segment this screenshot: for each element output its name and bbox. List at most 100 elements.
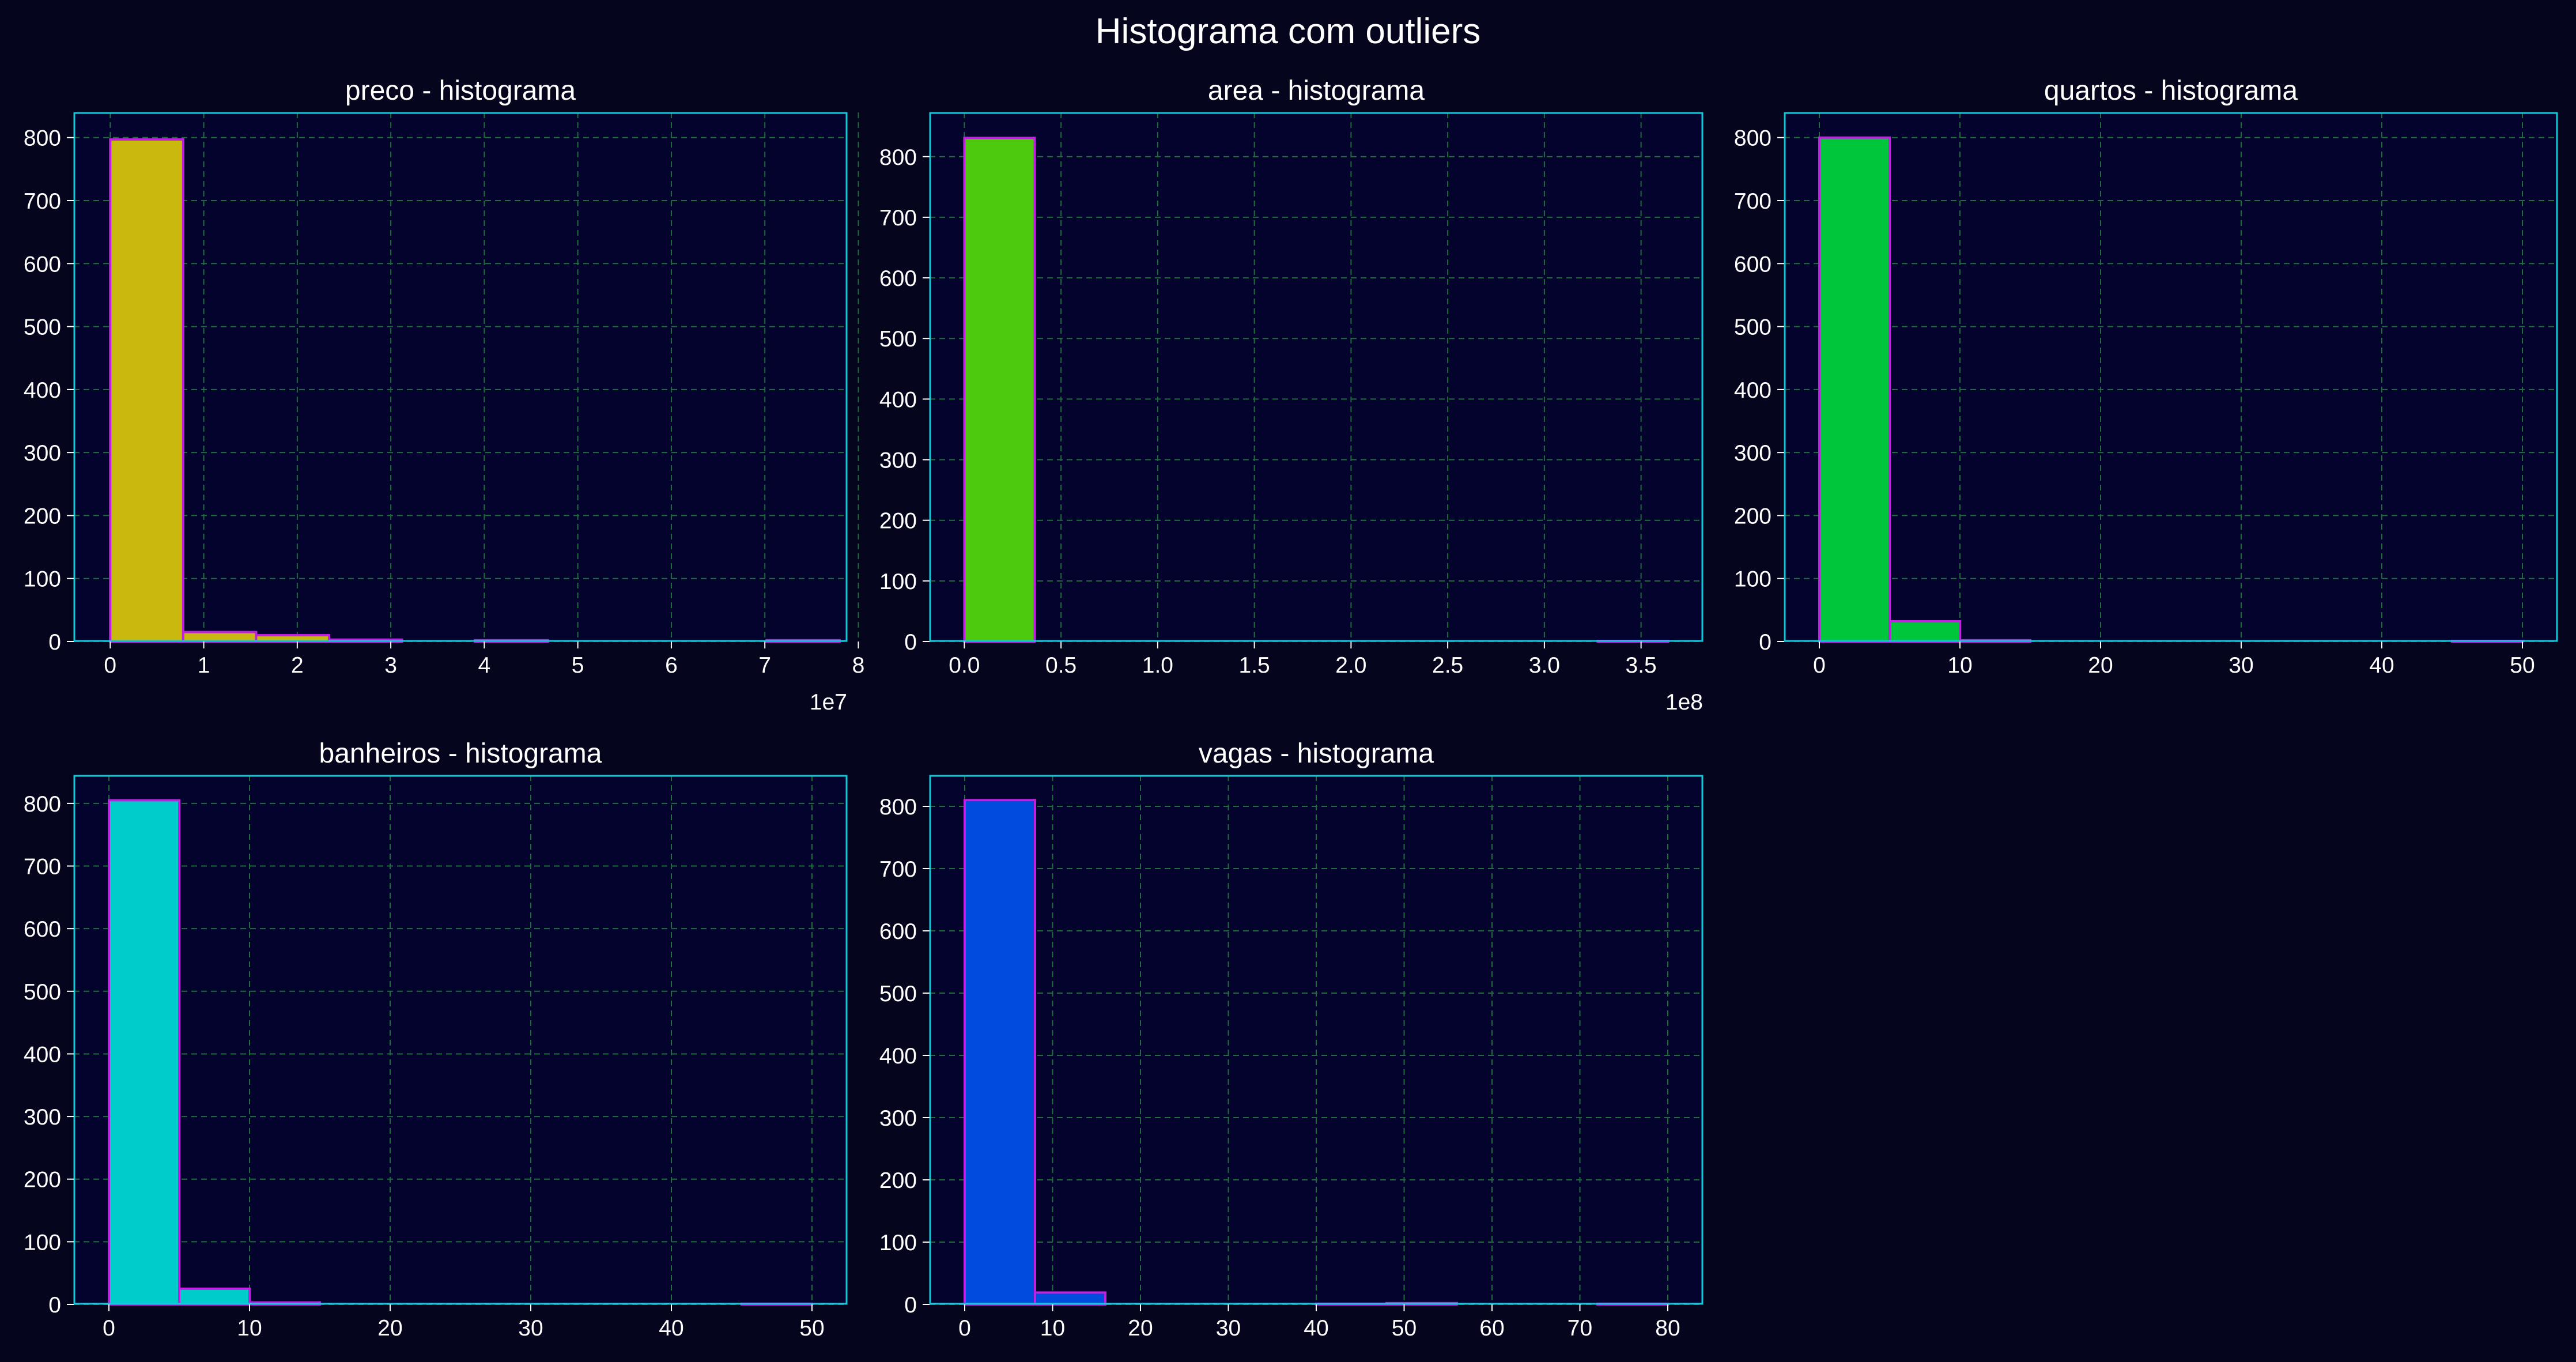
- x-tick-label: 40: [1304, 1316, 1328, 1341]
- histogram-bar: [963, 137, 1036, 643]
- y-axis: 0 100 200 300 400 500 600 700 800: [24, 126, 74, 655]
- x-tick-label: 10: [237, 1316, 262, 1341]
- y-tick-label: 800: [879, 145, 917, 170]
- y-tick-label: 100: [879, 1231, 917, 1255]
- y-tick-label: 100: [24, 567, 61, 592]
- y-tick-label: 300: [879, 1106, 917, 1131]
- x-tick-label: 20: [377, 1316, 402, 1341]
- y-tick-label: 200: [1734, 504, 1772, 529]
- subplot-title: vagas - histograma: [1199, 738, 1434, 769]
- x-tick-label: 10: [1947, 653, 1972, 678]
- subplot-title: quartos - histograma: [2044, 76, 2298, 106]
- bars: [963, 137, 1670, 643]
- x-tick-label: 3: [384, 653, 397, 678]
- x-tick-label: 70: [1567, 1316, 1592, 1341]
- y-tick-label: 100: [879, 569, 917, 594]
- grid: [74, 112, 859, 642]
- x-tick-label: 60: [1479, 1316, 1504, 1341]
- y-tick-label: 400: [1734, 378, 1772, 403]
- y-tick-label: 500: [24, 315, 61, 340]
- x-tick-label: 1: [198, 653, 210, 678]
- y-axis: 0 100 200 300 400 500 600 700 800: [24, 792, 74, 1318]
- x-tick-label: 0: [103, 1316, 115, 1341]
- axes-frame: [1784, 112, 2558, 642]
- y-tick-label: 700: [24, 855, 61, 880]
- y-tick-label: 700: [879, 206, 917, 231]
- x-tick-label: 6: [665, 653, 678, 678]
- y-tick-label: 300: [24, 441, 61, 466]
- x-tick-label: 0: [104, 653, 116, 678]
- axes-frame: [929, 112, 1704, 642]
- y-tick-label: 400: [879, 1044, 917, 1069]
- histogram-bar: [1888, 620, 1961, 643]
- x-tick-label: 2.0: [1335, 653, 1366, 678]
- y-tick-label: 600: [879, 919, 917, 944]
- x-tick-label: 3.5: [1626, 653, 1657, 678]
- x-axis: 0 10 20 30 40 50: [1813, 642, 2535, 678]
- x-tick-label: 10: [1040, 1316, 1065, 1341]
- x-tick-label: 30: [1216, 1316, 1241, 1341]
- y-tick-label: 800: [1734, 126, 1772, 151]
- plot-area: [930, 112, 1703, 642]
- plot-area: [74, 775, 847, 1304]
- y-axis: 0 100 200 300 400 500 600 700 800: [1734, 126, 1784, 655]
- x-axis: 0 10 20 30 40 50 60 70 80: [958, 1304, 1680, 1341]
- x-tick-label: 50: [799, 1316, 824, 1341]
- x-tick-label: 2.5: [1432, 653, 1463, 678]
- y-tick-label: 700: [879, 857, 917, 882]
- histogram-bar: [178, 1287, 251, 1306]
- histogram-3: 0 10 20 30 40 500100200300400500600700800quar…: [1734, 76, 2558, 678]
- histogram-bar: [964, 799, 1036, 1306]
- x-offset-label: 1e8: [1665, 690, 1703, 715]
- axes-frame: [73, 775, 848, 1305]
- x-tick-label: 3.0: [1529, 653, 1560, 678]
- y-tick-label: 600: [879, 266, 917, 291]
- y-tick-label: 0: [904, 630, 917, 655]
- x-tick-label: 1.0: [1142, 653, 1173, 678]
- grid: [74, 775, 847, 1305]
- plot-area: [1784, 112, 2558, 642]
- y-tick-label: 100: [1734, 567, 1772, 592]
- y-tick-label: 0: [1759, 630, 1772, 655]
- x-tick-label: 8: [852, 653, 865, 678]
- y-tick-label: 700: [24, 189, 61, 214]
- y-tick-label: 400: [879, 387, 917, 412]
- y-tick-label: 500: [879, 327, 917, 352]
- x-tick-label: 4: [478, 653, 491, 678]
- y-tick-label: 200: [879, 1168, 917, 1193]
- y-tick-label: 400: [24, 378, 61, 403]
- y-axis: 0 100 200 300 400 500 600 700 800: [879, 145, 930, 655]
- x-tick-label: 1.5: [1239, 653, 1270, 678]
- x-tick-label: 50: [2510, 653, 2535, 678]
- x-tick-label: 80: [1655, 1316, 1680, 1341]
- y-tick-label: 800: [879, 795, 917, 820]
- y-tick-label: 300: [1734, 441, 1772, 466]
- x-tick-label: 0.0: [949, 653, 980, 678]
- y-tick-label: 600: [24, 917, 61, 942]
- x-axis: 0 10 20 30 40 50: [103, 1304, 825, 1341]
- subplot-title: preco - histograma: [345, 76, 576, 106]
- x-tick-label: 20: [2088, 653, 2113, 678]
- y-tick-label: 0: [904, 1293, 917, 1318]
- x-tick-label: 40: [659, 1316, 683, 1341]
- figure-title: Histograma com outliers: [1095, 12, 1481, 51]
- x-tick-label: 7: [758, 653, 771, 678]
- y-tick-label: 500: [24, 980, 61, 1005]
- y-tick-label: 800: [24, 126, 61, 151]
- x-tick-label: 30: [518, 1316, 543, 1341]
- subplot-title: banheiros - histograma: [319, 738, 602, 769]
- x-tick-label: 20: [1128, 1316, 1153, 1341]
- y-tick-label: 100: [24, 1230, 61, 1255]
- histogram-4: 0 10 20 30 40 500100200300400500600700800banh…: [24, 738, 848, 1341]
- x-tick-label: 0.5: [1045, 653, 1077, 678]
- y-tick-label: 600: [24, 252, 61, 277]
- grid: [930, 112, 1703, 642]
- y-tick-label: 0: [48, 1293, 61, 1318]
- bars: [109, 138, 841, 643]
- x-tick-label: 2: [291, 653, 304, 678]
- y-tick-label: 700: [1734, 189, 1772, 214]
- y-tick-label: 800: [24, 792, 61, 817]
